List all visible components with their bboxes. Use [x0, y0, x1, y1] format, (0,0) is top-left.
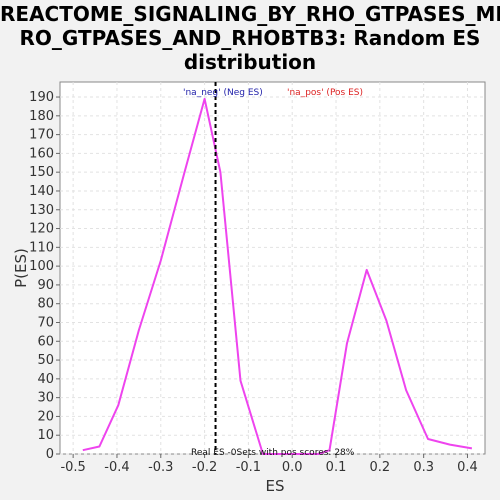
y-tick-label: 30 [37, 391, 54, 406]
x-axis-label: ES [266, 477, 285, 495]
x-tick-label: -0.5 [60, 460, 85, 475]
y-tick-label: 40 [37, 372, 54, 387]
y-tick-label: 160 [29, 146, 54, 161]
y-axis-ticks: 0 10 20 30 40 50 60 70 80 90 100 110 120 130 140 150 160… [29, 90, 60, 462]
x-tick-label: 0.3 [413, 460, 434, 475]
y-tick-label: 70 [37, 315, 54, 330]
x-tick-label: 0.4 [457, 460, 478, 475]
x-tick-label: -0.1 [236, 460, 261, 475]
y-tick-label: 80 [37, 297, 54, 312]
x-tick-label: -0.4 [104, 460, 129, 475]
y-tick-label: 10 [37, 428, 54, 443]
y-tick-label: 190 [29, 90, 54, 105]
legend-neg: 'na_neg' (Neg ES) [183, 88, 263, 98]
y-tick-label: 60 [37, 334, 54, 349]
y-tick-label: 140 [29, 184, 54, 199]
real-es-annotation: Real ES -0Sets with pos scores: 28% [191, 448, 355, 458]
y-tick-label: 130 [29, 203, 54, 218]
y-tick-label: 90 [37, 278, 54, 293]
y-tick-label: 170 [29, 128, 54, 143]
y-axis-label: P(ES) [12, 248, 30, 288]
y-tick-label: 180 [29, 109, 54, 124]
y-tick-label: 110 [29, 240, 54, 255]
y-tick-label: 150 [29, 165, 54, 180]
y-tick-label: 100 [29, 259, 54, 274]
x-tick-label: 0.2 [370, 460, 391, 475]
plot-area [60, 82, 485, 454]
y-tick-label: 20 [37, 409, 54, 424]
x-tick-label: 0.0 [282, 460, 303, 475]
x-tick-label: 0.1 [326, 460, 347, 475]
y-tick-label: 0 [46, 447, 54, 462]
x-tick-label: -0.2 [192, 460, 217, 475]
y-tick-label: 120 [29, 222, 54, 237]
legend-pos: 'na_pos' (Pos ES) [287, 88, 363, 98]
y-tick-label: 50 [37, 353, 54, 368]
x-tick-label: -0.3 [148, 460, 173, 475]
